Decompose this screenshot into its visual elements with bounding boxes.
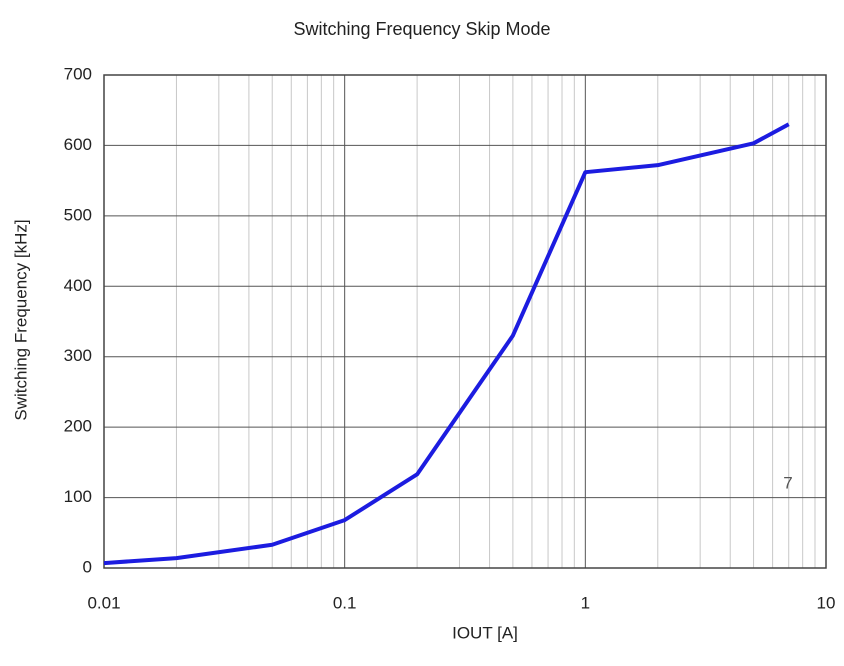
y-axis-label: Switching Frequency [kHz] (11, 219, 30, 420)
plot-frame (103, 74, 827, 569)
data-line (103, 122, 790, 566)
y-tick-label: 600 (64, 135, 92, 154)
series-label: 7 (783, 473, 792, 492)
y-tick-label: 300 (64, 346, 92, 365)
x-tick-label: 10 (817, 593, 836, 612)
y-tick-label: 400 (64, 276, 92, 295)
y-tick-label: 700 (64, 64, 92, 83)
y-tick-label: 0 (83, 557, 92, 576)
y-tick-label: 100 (64, 487, 92, 506)
x-tick-label: 0.1 (333, 593, 357, 612)
x-tick-label: 0.01 (87, 593, 120, 612)
chart-title: Switching Frequency Skip Mode (293, 19, 550, 39)
x-axis-label: IOUT [A] (452, 623, 518, 642)
x-tick-label: 1 (581, 593, 590, 612)
y-tick-label: 200 (64, 417, 92, 436)
y-tick-label: 500 (64, 205, 92, 224)
